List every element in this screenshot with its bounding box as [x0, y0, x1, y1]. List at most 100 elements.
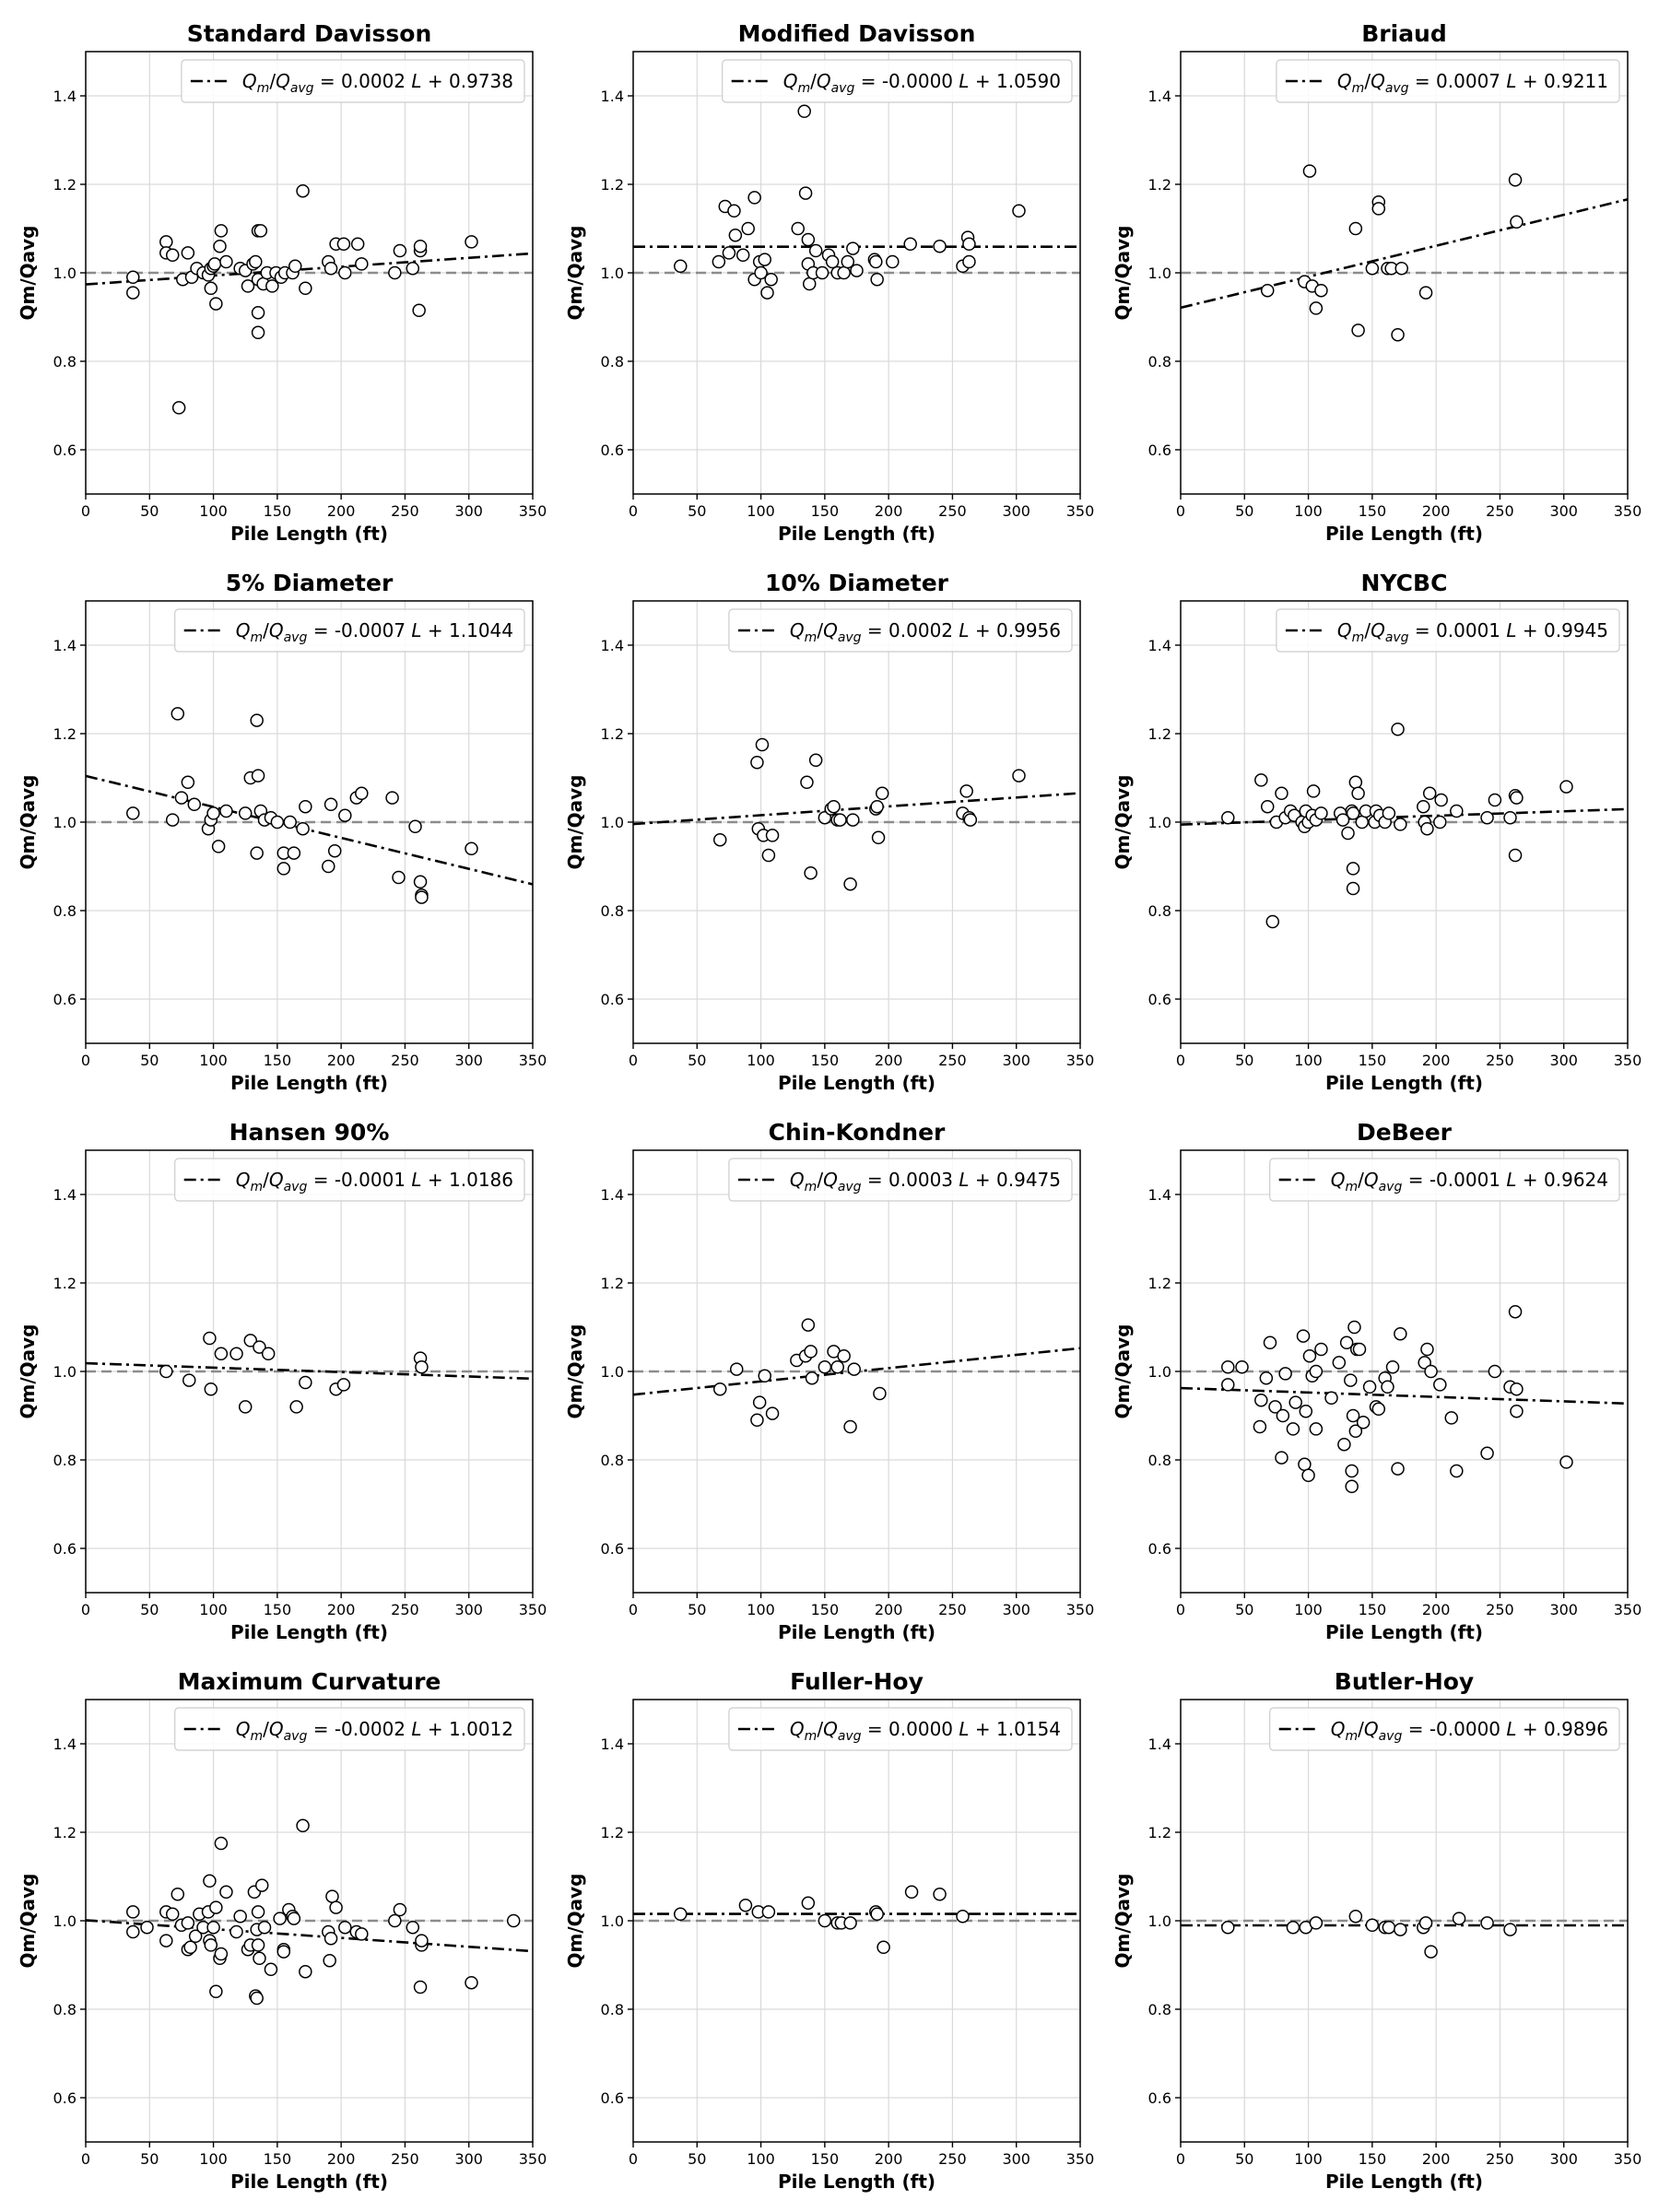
data-point [165, 813, 180, 827]
data-point [1221, 1920, 1235, 1935]
y-tick-label: 0.6 [53, 441, 76, 459]
legend-L: L [411, 1718, 421, 1740]
fit-line [86, 1919, 533, 1953]
legend: Qm/Qavg = 0.0003 L + 0.9475 [728, 1158, 1073, 1202]
data-point [847, 1362, 861, 1376]
legend-slash: / [817, 619, 823, 641]
legend-slash: / [1364, 619, 1371, 641]
plot-9: 0 50 100 150 200 250 300 350 0.6 0.8 1.0 1.2 1.4 Maxi… [17, 1668, 547, 2193]
legend-box [174, 1707, 525, 1751]
data-point [406, 261, 419, 276]
y-tick-label: 1.0 [601, 814, 624, 831]
x-tick-label: 0 [629, 2150, 638, 2168]
legend-lhs_Q: Q [242, 70, 257, 92]
legend-slash: / [1358, 1169, 1364, 1191]
legend-lhs_Q: Q [236, 619, 251, 641]
data-point [1420, 821, 1434, 836]
legend-box [728, 608, 1073, 653]
legend-lhs_m: m [805, 630, 818, 645]
data-point [250, 1991, 264, 2006]
y-tick-label: 1.2 [53, 176, 76, 194]
legend-box [174, 1158, 525, 1202]
data-point [181, 775, 195, 790]
legend-rhs_avg: avg [1385, 81, 1409, 96]
data-point [323, 1953, 336, 1968]
data-point [1221, 1378, 1235, 1392]
data-point [1365, 261, 1380, 276]
legend-box [174, 608, 525, 653]
data-point [869, 254, 883, 269]
data-point [805, 1371, 819, 1385]
data-point [214, 1347, 229, 1361]
y-tick-label: 0.8 [601, 1452, 624, 1469]
x-tick-label: 250 [1486, 1052, 1514, 1069]
legend-box [722, 59, 1073, 103]
x-tick-label: 300 [1549, 1052, 1578, 1069]
x-tick-label: 200 [875, 502, 903, 520]
data-point [1335, 813, 1350, 827]
plot-5: 0 50 100 150 200 250 300 350 0.6 0.8 1.0 1.2 1.4 NYCB… [1112, 570, 1641, 1094]
data-point [171, 401, 186, 415]
data-point [181, 1916, 195, 1930]
data-point [841, 254, 855, 269]
data-point [126, 270, 140, 285]
y-tick-label: 1.4 [1148, 1186, 1171, 1204]
y-tick-label: 0.6 [601, 2089, 624, 2107]
legend-const: + 0.9945 [1517, 619, 1608, 641]
legend-coef: = 0.0002 [314, 70, 412, 92]
data-point [801, 232, 816, 247]
y-tick-label: 0.8 [601, 2001, 624, 2018]
plot-4: 0 50 100 150 200 250 300 350 0.6 0.8 1.0 1.2 1.4 10% … [564, 570, 1094, 1094]
x-tick-label: 50 [1235, 2150, 1253, 2168]
legend-rhs_Q: Q [1364, 1169, 1379, 1191]
data-point [1510, 1404, 1524, 1418]
y-tick-label: 1.2 [601, 1824, 624, 1841]
chart-title: Hansen 90% [229, 1119, 390, 1146]
data-point [296, 183, 310, 198]
legend-lhs_m: m [250, 630, 263, 645]
x-tick-label: 150 [1359, 1052, 1387, 1069]
data-point [804, 865, 818, 880]
data-point [1365, 1918, 1380, 1933]
data-point [962, 237, 976, 252]
data-point [843, 877, 857, 891]
data-point [233, 1909, 247, 1924]
legend-rhs_Q: Q [269, 619, 284, 641]
data-point [815, 265, 830, 280]
legend: Qm/Qavg = -0.0000 L + 1.0590 [722, 59, 1073, 103]
legend-label: Qm/Qavg = 0.0002 L + 0.9956 [790, 619, 1061, 645]
chart-title: Standard Davisson [187, 20, 432, 47]
data-point [1503, 1923, 1517, 1936]
data-point [1299, 1404, 1313, 1418]
data-point [1260, 283, 1275, 298]
data-point [273, 1912, 287, 1925]
x-tick-label: 50 [688, 1052, 706, 1069]
data-point [765, 829, 780, 842]
legend-const: + 0.9738 [422, 70, 513, 92]
data-point [288, 259, 302, 274]
x-tick-label: 350 [519, 2150, 547, 2168]
data-point [843, 1916, 857, 1930]
data-point [764, 272, 778, 287]
legend-coef: = -0.0000 [1402, 1718, 1506, 1740]
x-tick-label: 50 [688, 1601, 706, 1618]
data-point [251, 1905, 265, 1919]
data-point [187, 797, 202, 812]
x-tick-label: 200 [327, 1601, 356, 1618]
data-point [159, 1934, 173, 1947]
data-point [760, 286, 774, 300]
plot-6: 0 50 100 150 200 250 300 350 0.6 0.8 1.0 1.2 1.4 Hans… [17, 1119, 547, 1643]
legend-lhs_Q: Q [1337, 70, 1352, 92]
x-tick-label: 200 [875, 1052, 903, 1069]
data-point [336, 237, 351, 252]
legend-label: Qm/Qavg = 0.0001 L + 0.9945 [1337, 619, 1608, 645]
plot-7: 0 50 100 150 200 250 300 350 0.6 0.8 1.0 1.2 1.4 Chin… [564, 1119, 1094, 1643]
data-point [870, 272, 884, 287]
x-axis-label: Pile Length (ft) [778, 1621, 935, 1643]
data-point [211, 840, 226, 853]
data-point [350, 237, 365, 252]
chart-title: NYCBC [1361, 570, 1448, 596]
data-point [1422, 786, 1437, 801]
x-axis-label: Pile Length (ft) [1325, 1621, 1483, 1643]
